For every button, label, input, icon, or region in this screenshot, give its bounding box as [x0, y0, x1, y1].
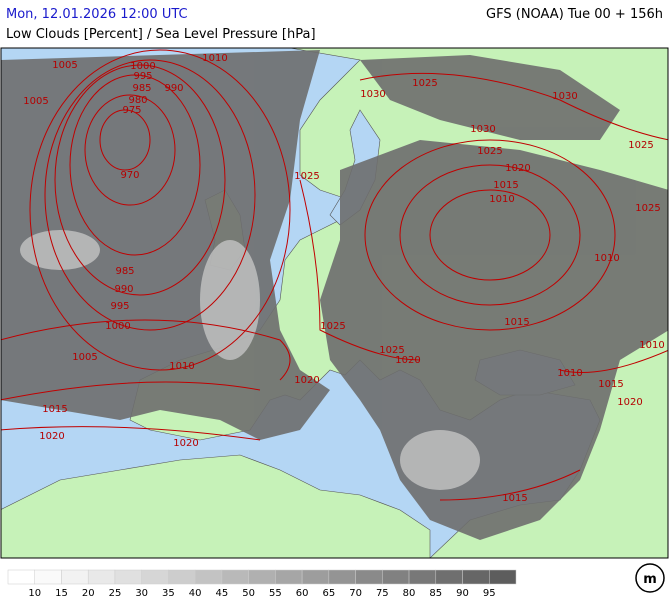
isobar-label: 1015 [42, 404, 67, 415]
legend-swatch [168, 569, 196, 585]
isobar-label: 1010 [639, 340, 664, 351]
legend-tick-label: 55 [269, 588, 282, 599]
legend-tick-label: 10 [28, 588, 41, 599]
isobar-label: 1020 [505, 163, 530, 174]
isobar-label: 1005 [52, 60, 77, 71]
isobar-label: 985 [132, 83, 151, 94]
legend-tick-label: 70 [349, 588, 362, 599]
legend-tick-label: 90 [456, 588, 469, 599]
isobar-label: 1020 [39, 431, 64, 442]
isobars [1, 49, 668, 501]
isobar-label: 1015 [502, 493, 527, 504]
isobar-label: 1025 [477, 146, 502, 157]
legend-tick-label: 65 [322, 588, 335, 599]
legend-tick-label: 50 [242, 588, 255, 599]
legend-swatch [221, 569, 249, 585]
isobar-label: 1010 [169, 361, 194, 372]
isobar-label: 980 [128, 95, 147, 106]
legend-tick-label: 60 [296, 588, 309, 599]
legend-swatch [489, 569, 517, 585]
isobar-label: 1020 [395, 355, 420, 366]
isobar-label: 1000 [130, 61, 155, 72]
legend-tick-label: 20 [82, 588, 95, 599]
legend-tick-label: 45 [216, 588, 229, 599]
isobar-label: 1030 [470, 124, 495, 135]
isobar-label: 1020 [294, 375, 319, 386]
legend-tick-label: 40 [189, 588, 202, 599]
isobar-label: 1025 [379, 345, 404, 356]
isobar-label: 1020 [617, 397, 642, 408]
legend-tick-label: 35 [162, 588, 175, 599]
legend-swatch [61, 569, 89, 585]
isobar-label: 1030 [360, 89, 385, 100]
legend-tick-label: 15 [55, 588, 68, 599]
legend-swatch [408, 569, 437, 585]
legend-tick-label: 95 [483, 588, 496, 599]
isobar-label: 1025 [294, 171, 319, 182]
isobar-label: 1010 [202, 53, 227, 64]
legend: 10 15 20 25 30 35 40 45 50 55 60 65 70 75 80 85 90 95 [7, 569, 517, 599]
legend-tick-label: 85 [429, 588, 442, 599]
isobar-label: 990 [164, 83, 183, 94]
isobar-label: 1015 [504, 317, 529, 328]
isobar-label: 1015 [598, 379, 623, 390]
isobar-label: 1010 [489, 194, 514, 205]
legend-swatch [248, 569, 276, 585]
legend-tick-label: 25 [109, 588, 122, 599]
legend-swatch [87, 569, 116, 585]
legend-swatch [382, 569, 410, 585]
subtitle: Low Clouds [Percent] / Sea Level Pressur… [6, 27, 316, 42]
legend-tick-label: 30 [135, 588, 148, 599]
isobar-label: 1025 [320, 321, 345, 332]
legend-swatch [328, 569, 356, 585]
isobar-label: 1025 [628, 140, 653, 151]
isobar-label: 1010 [594, 253, 619, 264]
logo-mark: m [643, 572, 657, 587]
legend-swatch [114, 569, 142, 585]
isobar-label: 990 [114, 284, 133, 295]
isobar-label: 1010 [557, 368, 582, 379]
isobar-label: 1015 [493, 180, 518, 191]
legend-swatch [301, 569, 330, 585]
isobar-label: 970 [120, 170, 139, 181]
isobar-label: 985 [115, 266, 134, 277]
isobar-label: 1020 [173, 438, 198, 449]
isobar-label: 1005 [72, 352, 97, 363]
header-left: Mon, 12.01.2026 12:00 UTC [6, 7, 188, 22]
logo [635, 563, 665, 593]
isobar-label: 1025 [412, 78, 437, 89]
isobar-label: 1005 [23, 96, 48, 107]
legend-swatch [141, 569, 169, 585]
legend-tick-label: 75 [376, 588, 389, 599]
isobar-label: 1030 [552, 91, 577, 102]
legend-swatch [462, 569, 490, 585]
legend-swatch [194, 569, 223, 585]
legend-swatch [34, 569, 62, 585]
isobar-label: 975 [122, 105, 141, 116]
isobar-label: 995 [110, 301, 129, 312]
isobar-label: 1025 [635, 203, 660, 214]
legend-swatch [275, 569, 303, 585]
isobar-label: 1000 [105, 321, 130, 332]
isobar-label: 995 [133, 71, 152, 82]
legend-tick-label: 80 [403, 588, 416, 599]
header-right: GFS (NOAA) Tue 00 + 156h [486, 7, 663, 22]
legend-swatch [7, 569, 35, 585]
legend-swatch [435, 569, 463, 585]
legend-swatch [355, 569, 383, 585]
